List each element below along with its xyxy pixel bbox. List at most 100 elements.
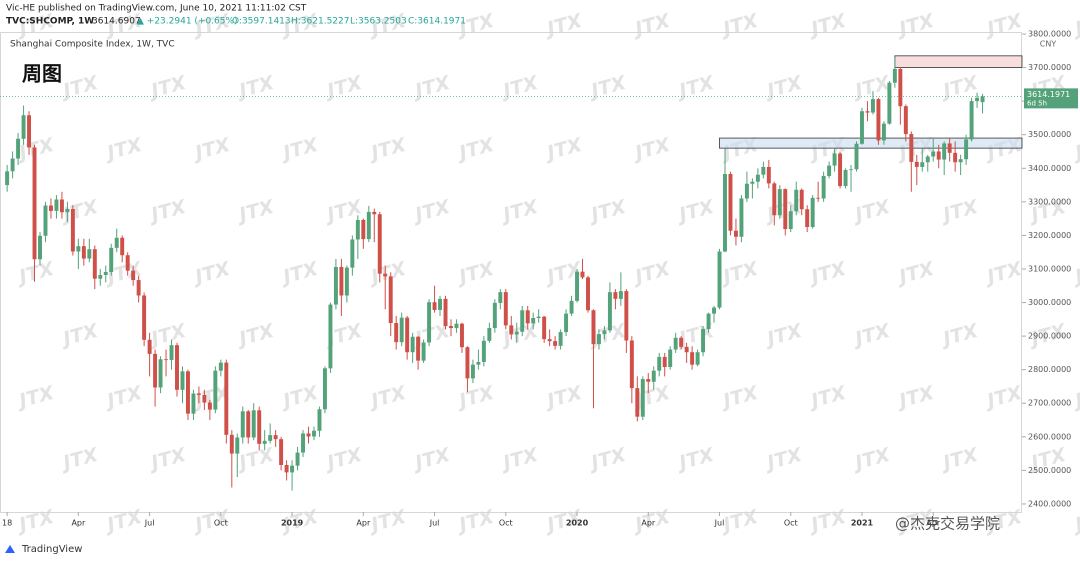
candle-body bbox=[514, 331, 519, 335]
candle-body bbox=[372, 211, 377, 215]
y-tick-label: 2900.0000 bbox=[1028, 332, 1071, 341]
candle-body bbox=[657, 356, 662, 371]
candle-body bbox=[580, 271, 585, 278]
y-tick-label: 3700.0000 bbox=[1028, 63, 1071, 72]
candle-body bbox=[892, 68, 897, 83]
candle-body bbox=[591, 310, 596, 345]
candle-body bbox=[755, 174, 760, 182]
candle-body bbox=[383, 273, 388, 277]
candle-body bbox=[5, 171, 10, 186]
candle-body bbox=[98, 275, 103, 279]
candle-body bbox=[794, 189, 799, 212]
y-tick-label: 2700.0000 bbox=[1028, 399, 1071, 408]
watermark: JTX bbox=[1069, 10, 1080, 42]
candle-body bbox=[175, 345, 179, 390]
candle-body bbox=[59, 199, 64, 213]
candle-body bbox=[602, 330, 607, 335]
candle-body bbox=[838, 153, 843, 187]
candle-body bbox=[421, 342, 426, 361]
candle-body bbox=[81, 246, 86, 259]
candle-body bbox=[887, 82, 892, 124]
countdown: 6d 5h bbox=[1027, 99, 1047, 107]
candle-body bbox=[191, 393, 196, 414]
candle-body bbox=[536, 316, 541, 318]
brand: TradingView bbox=[21, 544, 82, 555]
candle-body bbox=[153, 353, 158, 388]
candle-body bbox=[936, 151, 941, 160]
candle-body bbox=[251, 410, 256, 438]
candle-body bbox=[38, 235, 42, 260]
candle-body bbox=[849, 169, 854, 171]
y-tick-label: 3400.0000 bbox=[1028, 164, 1071, 173]
publish-line: Vic-HE published on TradingView.com, Jun… bbox=[6, 4, 307, 14]
candle-body bbox=[312, 430, 316, 437]
candle-body bbox=[268, 435, 273, 441]
candle-body bbox=[679, 337, 684, 347]
candle-body bbox=[920, 162, 925, 167]
annotation: 周图 bbox=[22, 62, 62, 86]
candle-body bbox=[772, 183, 777, 216]
x-tick-label: Oct bbox=[499, 519, 513, 528]
candle-body bbox=[953, 152, 958, 163]
candle-body bbox=[629, 340, 634, 389]
candle-body bbox=[333, 266, 338, 305]
candle-body bbox=[832, 153, 837, 166]
candle-body bbox=[120, 237, 125, 256]
candle-body bbox=[207, 402, 212, 410]
candle-body bbox=[322, 368, 327, 410]
candle-body bbox=[662, 356, 667, 367]
candle-body bbox=[114, 237, 119, 248]
candle-body bbox=[196, 393, 201, 395]
candle-body bbox=[821, 176, 826, 199]
watermark: JTX bbox=[1069, 506, 1080, 538]
price-zone bbox=[719, 137, 1023, 149]
candle-body bbox=[246, 411, 251, 438]
candle-body bbox=[48, 205, 53, 211]
candle-body bbox=[931, 151, 936, 157]
candle-body bbox=[624, 291, 629, 341]
candle-body bbox=[799, 189, 804, 210]
candle-body bbox=[169, 345, 174, 360]
candle-body bbox=[136, 280, 141, 296]
candle-body bbox=[706, 313, 711, 330]
candle-body bbox=[635, 388, 640, 417]
candle-body bbox=[394, 323, 399, 343]
candle-body bbox=[476, 361, 481, 365]
candle-body bbox=[295, 452, 300, 466]
watermark: JTX bbox=[1069, 258, 1080, 290]
candle-body bbox=[898, 68, 903, 107]
candle-body bbox=[975, 97, 980, 102]
candle-body bbox=[465, 347, 470, 379]
candle-body bbox=[328, 304, 333, 369]
candle-body bbox=[470, 364, 475, 379]
candle-body bbox=[224, 362, 229, 435]
x-tick-label: 2019 bbox=[281, 519, 304, 528]
candle-body bbox=[843, 169, 848, 187]
candle-body bbox=[185, 371, 190, 414]
candle-body bbox=[355, 219, 360, 240]
candle-body bbox=[723, 173, 727, 252]
candle-body bbox=[16, 138, 21, 159]
last-price-box bbox=[1024, 88, 1078, 109]
candle-body bbox=[547, 339, 552, 342]
candle-body bbox=[284, 465, 289, 473]
change: ▲ +23.2941 (+0.65%) bbox=[137, 17, 238, 27]
x-tick-label: 18 bbox=[2, 519, 12, 528]
candle-body bbox=[558, 332, 563, 346]
x-tick-label: Apr bbox=[71, 519, 86, 528]
x-tick-label: 2020 bbox=[566, 519, 589, 528]
candle-body bbox=[235, 437, 240, 454]
candle-body bbox=[164, 359, 169, 361]
y-tick-label: 2400.0000 bbox=[1028, 499, 1071, 508]
candle-body bbox=[805, 209, 810, 228]
candle-body bbox=[70, 208, 75, 252]
candle-body bbox=[27, 115, 32, 148]
candle-body bbox=[350, 239, 355, 268]
watermark: JTX bbox=[1069, 382, 1080, 414]
currency: CNY bbox=[1040, 40, 1057, 49]
candle-body bbox=[147, 339, 152, 354]
candle-body bbox=[339, 266, 344, 296]
candle-body bbox=[229, 434, 234, 454]
x-tick-label: Apr bbox=[926, 519, 941, 528]
